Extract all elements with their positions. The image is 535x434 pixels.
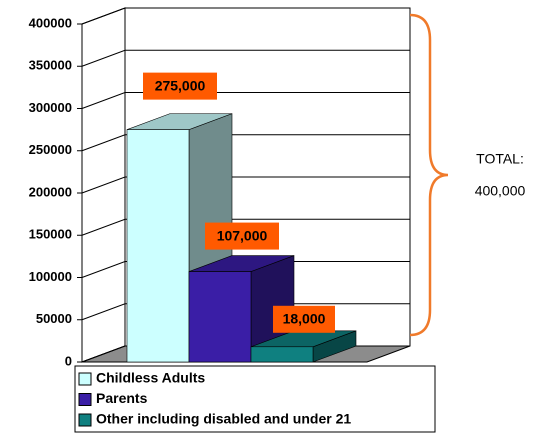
legend-swatch xyxy=(78,393,92,406)
legend-swatch xyxy=(78,372,92,386)
bar xyxy=(188,271,252,363)
annotation: 400,000 xyxy=(475,183,526,199)
y-tick-label: 100000 xyxy=(29,269,72,284)
grid-line xyxy=(81,134,410,152)
y-tick-label: 350000 xyxy=(29,58,72,73)
y-tick-label: 0 xyxy=(65,353,72,368)
bracket xyxy=(409,13,449,337)
grid-line xyxy=(81,218,410,236)
bar xyxy=(126,129,190,363)
grid-line xyxy=(81,7,410,25)
legend-label: Other including disabled and under 21 xyxy=(96,411,351,427)
grid-line xyxy=(81,176,410,194)
y-tick-label: 400000 xyxy=(29,15,72,30)
y-tick-label: 50000 xyxy=(36,311,72,326)
y-tick-label: 150000 xyxy=(29,227,72,242)
y-tick-label: 200000 xyxy=(29,184,72,199)
value-label-box xyxy=(273,305,335,333)
y-tick-label: 250000 xyxy=(29,142,72,157)
value-label: 18,000 xyxy=(283,310,326,326)
grid-line xyxy=(81,261,410,278)
value-label-box xyxy=(143,72,217,100)
grid-line xyxy=(81,303,410,321)
grid-line xyxy=(81,49,410,67)
value-label: 275,000 xyxy=(155,77,206,93)
grid-line xyxy=(81,92,410,109)
annotation: TOTAL: xyxy=(476,151,524,167)
legend-label: Parents xyxy=(96,390,148,406)
legend xyxy=(74,365,436,433)
value-label-box xyxy=(205,222,279,250)
bar xyxy=(250,346,314,363)
y-tick-label: 300000 xyxy=(29,100,72,115)
legend-label: Childless Adults xyxy=(96,370,205,386)
value-label: 107,000 xyxy=(217,227,268,243)
legend-swatch xyxy=(78,413,92,427)
